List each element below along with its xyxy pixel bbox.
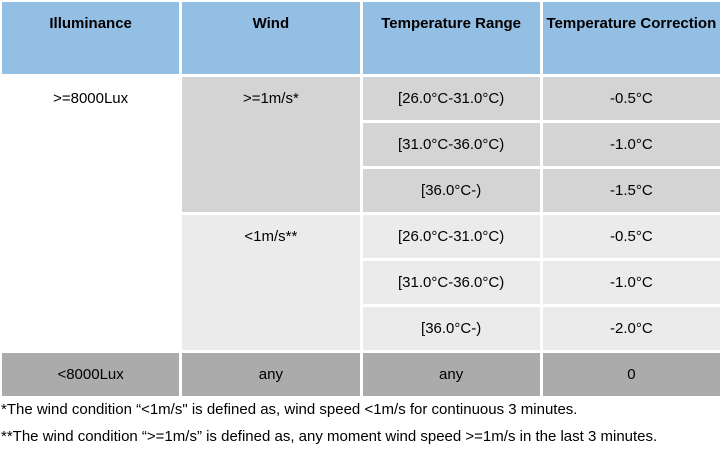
cell-range: [36.0°C-) — [362, 307, 540, 350]
footnote-wind-high: **The wind condition “>=1m/s” is defined… — [1, 428, 658, 445]
header-temp-range: Temperature Range — [362, 2, 540, 74]
cell-correction: -1.0°C — [542, 123, 720, 166]
cell-wind-low: <1m/s** — [182, 215, 360, 350]
table-row: [36.0°C-) -1.5°C — [2, 169, 720, 212]
footnotes: *The wind condition “<1m/s" is defined a… — [0, 401, 724, 446]
table-row: <1m/s** [26.0°C-31.0°C) -0.5°C — [2, 215, 720, 350]
table-row: [31.0°C-36.0°C) -1.0°C — [2, 261, 720, 304]
cell-wind-high: >=1m/s* — [182, 77, 360, 212]
cell-range: [31.0°C-36.0°C) — [362, 261, 540, 304]
cell-correction: -2.0°C — [542, 307, 720, 350]
cell-correction: -1.0°C — [542, 261, 720, 304]
footnote-wind-low: *The wind condition “<1m/s" is defined a… — [1, 401, 578, 418]
cell-correction: -1.5°C — [542, 169, 720, 212]
cell-correction: -0.5°C — [542, 77, 720, 120]
table-row: [31.0°C-36.0°C) -1.0°C — [2, 123, 720, 166]
temperature-correction-table: Illuminance Wind Temperature Range Tempe… — [2, 2, 720, 396]
header-row: Illuminance Wind Temperature Range Tempe… — [2, 2, 720, 74]
header-illuminance: Illuminance — [2, 2, 180, 74]
cell-illuminance-high: >=8000Lux — [2, 77, 180, 350]
header-temp-correction: Temperature Correction — [542, 2, 720, 74]
table-row: [36.0°C-) -2.0°C — [2, 307, 720, 350]
cell-wind-any: any — [182, 353, 360, 396]
cell-correction-zero: 0 — [542, 353, 720, 396]
cell-range: [26.0°C-31.0°C) — [362, 215, 540, 258]
cell-range: [36.0°C-) — [362, 169, 540, 212]
cell-correction: -0.5°C — [542, 215, 720, 258]
table-row: <8000Lux any any 0 — [2, 353, 720, 396]
table-row: >=8000Lux >=1m/s* [26.0°C-31.0°C) -0.5°C — [2, 77, 720, 350]
header-wind: Wind — [182, 2, 360, 74]
cell-range: [31.0°C-36.0°C) — [362, 123, 540, 166]
cell-range: [26.0°C-31.0°C) — [362, 77, 540, 120]
cell-range-any: any — [362, 353, 540, 396]
cell-illuminance-low: <8000Lux — [2, 353, 180, 396]
